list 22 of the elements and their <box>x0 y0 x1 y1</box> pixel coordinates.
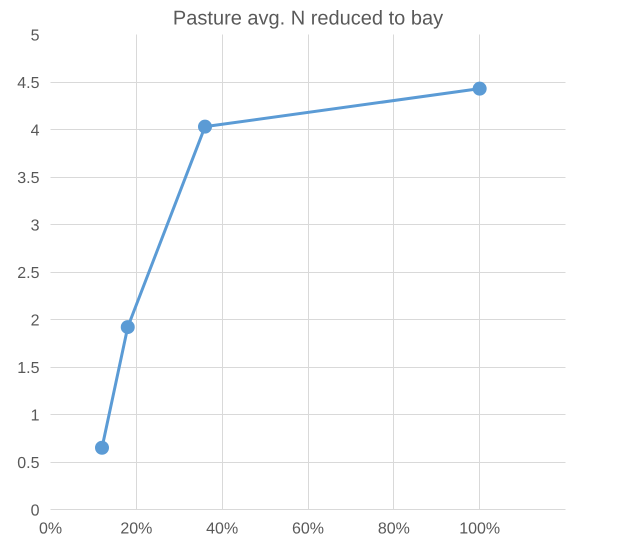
y-tick-label: 2 <box>30 312 40 330</box>
y-tick-label: 4.5 <box>17 75 40 92</box>
x-tick-label: 40% <box>206 520 238 538</box>
y-tick-label: 3.5 <box>17 170 40 187</box>
y-tick-label: 0.5 <box>17 455 40 472</box>
y-tick-label: 2.5 <box>17 265 40 282</box>
x-tick-label: 80% <box>378 520 410 538</box>
point <box>472 82 487 96</box>
point <box>198 120 212 134</box>
y-tick-label: 1 <box>30 408 40 424</box>
point <box>95 440 109 455</box>
chart-title: Pasture avg. N reduced to bay <box>172 8 444 30</box>
point <box>120 320 135 334</box>
y-tick-label: 3 <box>30 218 40 234</box>
y-tick-label: 4 <box>30 122 40 140</box>
x-tick-label: 20% <box>120 520 152 538</box>
x-tick-label: 60% <box>292 520 324 538</box>
x-tick-label: 100% <box>459 520 500 538</box>
x-tick-label: 0% <box>38 520 62 538</box>
y-tick-label: 0 <box>30 502 40 520</box>
y-tick-label: 5 <box>30 28 40 44</box>
y-tick-label: 1.5 <box>17 360 40 377</box>
